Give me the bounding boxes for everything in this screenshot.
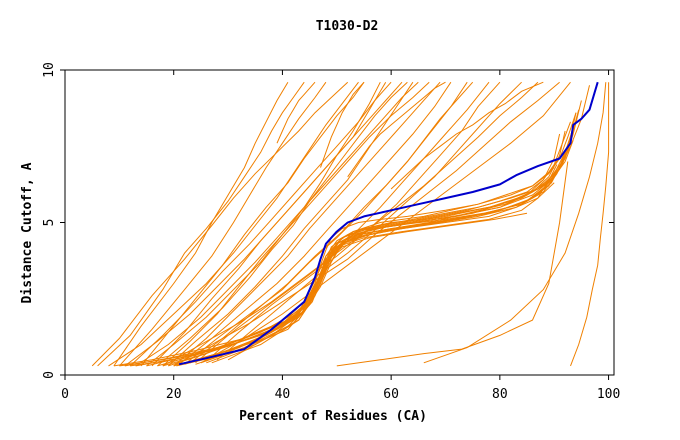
series-line-28 [184, 81, 468, 365]
plot-frame [64, 69, 615, 376]
series-line-21 [91, 81, 349, 367]
y-tick-label: 5 [42, 219, 57, 227]
series-line-22 [119, 81, 327, 367]
series-line-27 [173, 81, 441, 367]
series-line-18 [227, 167, 555, 361]
series-line-40 [162, 81, 539, 367]
series-line-44 [423, 82, 607, 364]
series-line-7 [146, 182, 555, 367]
series-line-12 [211, 109, 580, 364]
series-line-29 [195, 81, 490, 364]
series-line-35 [178, 81, 452, 365]
y-tick-label: 0 [42, 371, 57, 379]
series-line-36 [189, 81, 474, 364]
series-line-30 [205, 81, 501, 362]
x-tick-label: 100 [597, 387, 620, 402]
series-line-37 [108, 81, 359, 367]
series-line-47 [320, 81, 365, 168]
x-axis-label: Percent of Residues (CA) [239, 409, 427, 424]
series-line-43 [336, 161, 569, 367]
series-line-23 [140, 81, 365, 367]
chart-title: T1030-D2 [316, 19, 379, 34]
highlight-series-line [178, 81, 599, 366]
x-tick-label: 60 [383, 387, 399, 402]
series-line-13 [135, 164, 558, 367]
x-tick-label: 0 [61, 387, 69, 402]
series-line-32 [146, 81, 381, 367]
series-line-45 [570, 82, 610, 367]
series-line-41 [173, 81, 560, 367]
series-line-16 [173, 142, 571, 367]
axes: 0 20 40 60 80 100 0 5 10 [42, 62, 620, 402]
series-line-34 [167, 81, 414, 367]
series-line-2 [184, 140, 574, 365]
series-line-46 [276, 81, 316, 144]
series-line-42 [200, 81, 571, 364]
series-line-9 [130, 161, 563, 367]
highlight-layer [178, 81, 599, 366]
y-axis-label: Distance Cutoff, A [20, 162, 35, 303]
series-line-31 [216, 81, 522, 361]
x-tick-label: 80 [492, 387, 508, 402]
series-line-19 [97, 81, 305, 367]
series-line-26 [162, 81, 430, 367]
y-tick-label: 10 [42, 62, 57, 78]
series-layer [91, 81, 610, 367]
series-line-48 [347, 81, 446, 178]
x-tick-label: 20 [166, 387, 182, 402]
series-line-39 [135, 81, 419, 367]
series-line-49 [390, 81, 544, 190]
x-tick-label: 40 [275, 387, 291, 402]
series-line-38 [124, 81, 387, 367]
series-line-20 [113, 81, 289, 367]
series-line-15 [124, 176, 555, 367]
